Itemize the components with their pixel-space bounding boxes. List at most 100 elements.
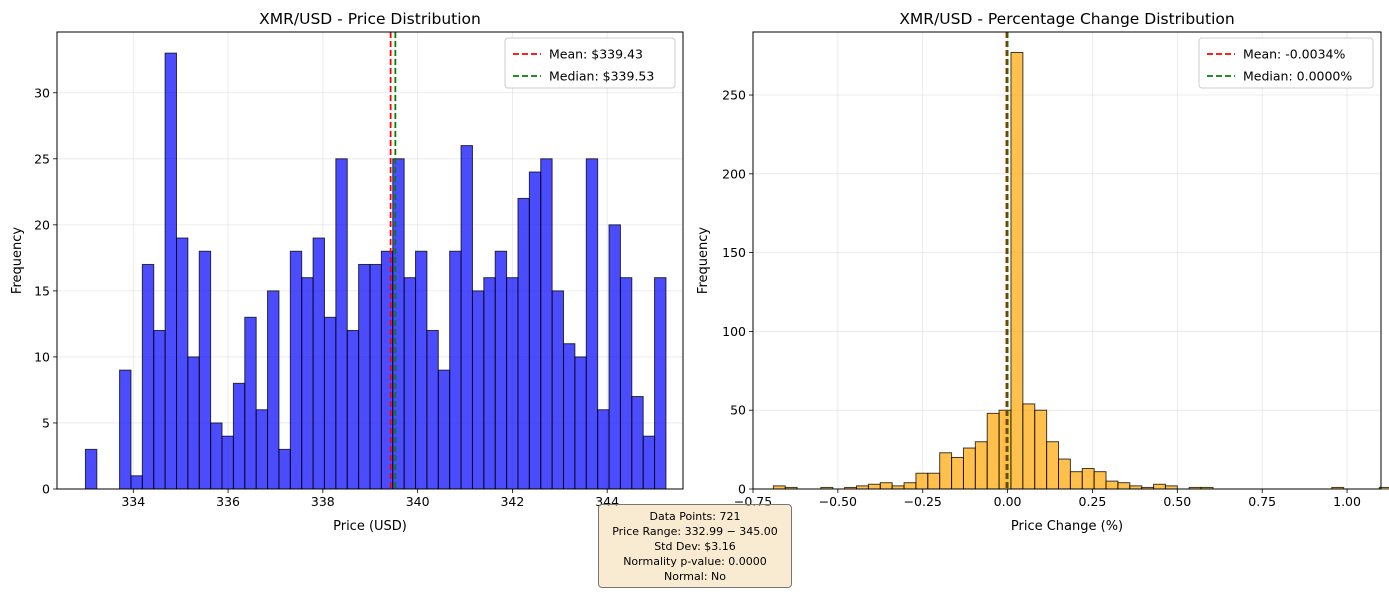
legend-label: Median: 0.0000%	[1243, 69, 1352, 84]
histogram-bar	[574, 356, 587, 490]
y-tick-label: 30	[34, 85, 50, 100]
x-tick-label: −0.25	[904, 494, 942, 509]
histogram-bar	[915, 472, 929, 490]
histogram-bar	[119, 369, 132, 490]
histogram-bar	[471, 290, 485, 490]
histogram-bar	[951, 456, 964, 490]
x-tick-label: −0.50	[819, 494, 857, 509]
histogram-bar	[187, 356, 200, 490]
chart-title: XMR/USD - Price Distribution	[259, 10, 481, 28]
histogram-bar	[335, 158, 348, 490]
histogram-bar	[221, 435, 234, 490]
stats-price-range: Price Range: 332.99 − 345.00	[612, 525, 778, 538]
histogram-bar	[1117, 482, 1131, 490]
x-axis-label: Price (USD)	[333, 519, 407, 534]
histogram-bar	[358, 263, 371, 490]
y-tick-label: 25	[34, 151, 50, 166]
histogram-bar	[1081, 468, 1095, 490]
histogram-bar	[175, 237, 189, 490]
histogram-bar	[449, 250, 462, 490]
histogram-bar	[130, 475, 143, 490]
x-tick-label: 336	[216, 494, 240, 509]
stats-std-dev: Std Dev: $3.16	[654, 540, 736, 553]
y-tick-label: 0	[738, 482, 746, 497]
histogram-bar	[346, 330, 360, 490]
histogram-bar	[1153, 483, 1166, 490]
histogram-bar	[528, 171, 542, 490]
histogram-bar	[267, 290, 280, 490]
histogram-bar	[289, 250, 303, 490]
histogram-bar	[84, 448, 98, 490]
stats-normal: Normal: No	[664, 570, 726, 583]
chart-title: XMR/USD - Percentage Change Distribution	[899, 10, 1234, 28]
histogram-bar	[998, 409, 1012, 490]
y-tick-label: 5	[42, 415, 50, 430]
chart-2: −0.75 −0.50 −0.25 0.00 0.25 0.50 0.75 1.0005010…	[696, 10, 1389, 534]
histogram-bar	[974, 441, 988, 490]
histogram-bar	[962, 447, 976, 490]
y-tick-label: 15	[34, 283, 50, 298]
x-axis-label: Price Change (%)	[1011, 519, 1123, 534]
histogram-bar	[369, 263, 382, 490]
x-tick-label: 340	[406, 494, 430, 509]
x-tick-label: 342	[500, 494, 524, 509]
histogram-bar	[437, 369, 451, 490]
y-axis-label: Frequency	[696, 227, 711, 294]
y-tick-label: 50	[730, 403, 746, 418]
histogram-bar	[551, 290, 565, 490]
plot-frame	[56, 31, 684, 490]
histogram-bar	[1069, 471, 1083, 490]
stats-normality-p: Normality p-value: 0.0000	[623, 555, 767, 568]
histogram-bar	[255, 409, 269, 490]
histogram-bar	[608, 224, 621, 490]
histogram-bar	[506, 277, 519, 490]
histogram-bar	[540, 158, 553, 490]
histogram-bar	[141, 263, 155, 490]
histogram-bar	[903, 482, 917, 490]
histogram-bar	[631, 396, 644, 490]
histogram-bar	[403, 277, 417, 490]
legend-frame	[504, 37, 676, 89]
histogram-bar	[597, 409, 610, 490]
histogram-bar	[278, 448, 291, 490]
legend-label: Median: $339.53	[549, 69, 654, 84]
legend: Mean: -0.0034% Median: 0.0000%	[1198, 37, 1374, 89]
histogram-bar	[198, 250, 212, 490]
x-tick-label: 0.75	[1248, 494, 1276, 509]
y-tick-label: 150	[722, 245, 746, 260]
stats-data-points: Data Points: 721	[649, 510, 741, 523]
x-tick-label: 0.25	[1079, 494, 1107, 509]
plot-frame	[752, 31, 1382, 490]
histogram-bar	[1022, 403, 1036, 490]
histogram-bar	[517, 197, 530, 490]
histogram-bar	[232, 382, 246, 490]
y-tick-label: 10	[34, 349, 50, 364]
y-tick-label: 200	[722, 166, 746, 181]
histogram-bar	[1034, 409, 1048, 490]
y-tick-label: 250	[722, 88, 746, 103]
x-tick-label: 338	[311, 494, 335, 509]
y-tick-label: 0	[42, 482, 50, 497]
histogram-bar	[879, 482, 893, 490]
y-tick-label: 100	[722, 324, 746, 339]
histogram-bar	[415, 250, 428, 490]
histogram-bar	[642, 435, 656, 490]
legend-label: Mean: $339.43	[549, 47, 643, 62]
x-tick-label: 334	[121, 494, 145, 509]
histogram-bar	[1058, 458, 1071, 490]
y-axis-label: Frequency	[10, 227, 25, 294]
histogram-bar	[939, 452, 953, 490]
histogram-bar	[1105, 480, 1119, 490]
histogram-bar	[585, 158, 599, 490]
x-tick-label: 0.00	[994, 494, 1022, 509]
legend: Mean: $339.43 Median: $339.53	[504, 37, 676, 89]
histogram-bar	[1010, 51, 1024, 490]
histogram-bar	[494, 250, 508, 490]
histogram-bar	[301, 277, 314, 490]
histogram-bar	[244, 316, 257, 490]
histogram-bar	[1093, 471, 1107, 490]
x-tick-label: 1.00	[1333, 494, 1361, 509]
stats-box: Data Points: 721 Price Range: 332.99 − 3…	[598, 504, 792, 588]
